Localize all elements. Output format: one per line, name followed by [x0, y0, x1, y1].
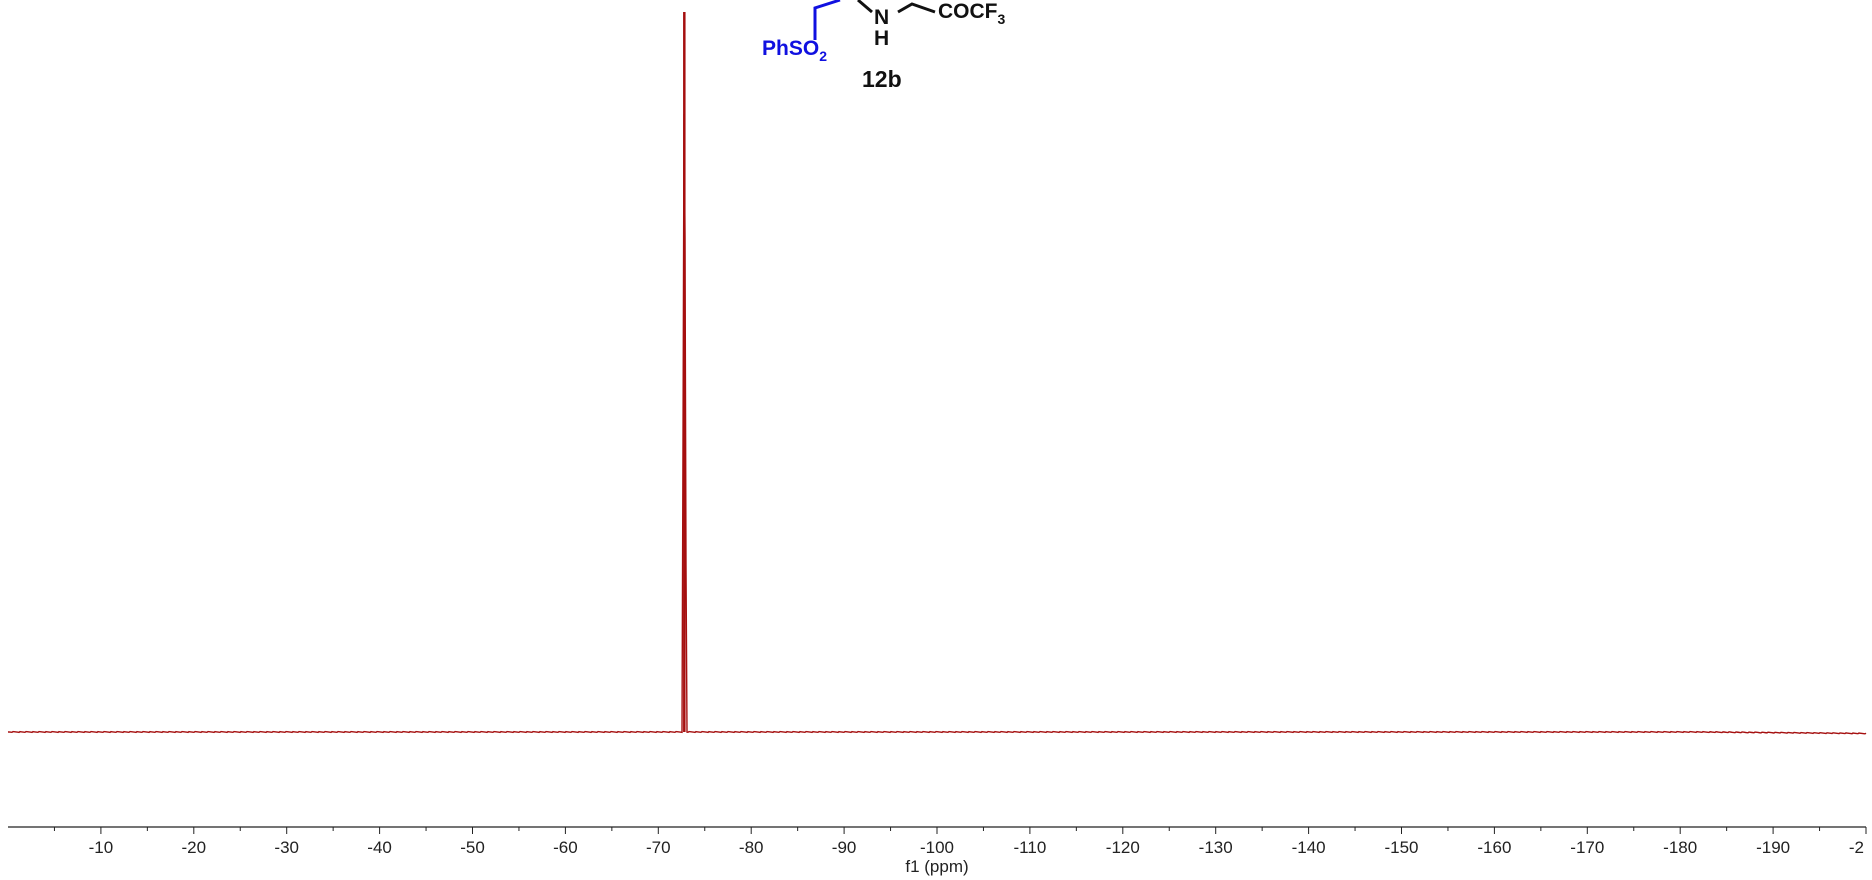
- x-tick-label: -190: [1756, 838, 1790, 857]
- x-tick-label: -30: [274, 838, 299, 857]
- x-tick-label: -20: [182, 838, 207, 857]
- sulfonyl-chain-bond: [813, 0, 841, 40]
- x-tick-label: -70: [646, 838, 671, 857]
- x-tick-label: -120: [1106, 838, 1140, 857]
- amine-n-label: N: [874, 6, 889, 29]
- acyl-label: COCF3: [938, 0, 1006, 27]
- amine-bond-right: [897, 2, 936, 14]
- chemical-structure: PhSO2 N H COCF3 12b: [762, 0, 1006, 92]
- x-axis: -10 -20 -30 -40 -50 -60 -70 -80 -90 -100 -110 -120 -…: [8, 826, 1867, 876]
- x-tick-label: -60: [553, 838, 578, 857]
- x-tick-label: -130: [1199, 838, 1233, 857]
- x-tick-label: -110: [1014, 838, 1047, 857]
- x-tick-label: -150: [1384, 838, 1418, 857]
- x-tick-label: -100: [920, 838, 954, 857]
- x-tick-label: -90: [832, 838, 857, 857]
- spectrum-trace: [7, 114, 1867, 735]
- x-tick-label: -140: [1292, 838, 1326, 857]
- x-tick-label: -2: [1849, 838, 1864, 857]
- substituent-label: PhSO2: [762, 37, 827, 64]
- x-tick-labels: -10 -20 -30 -40 -50 -60 -70 -80 -90 -100 -110 -120 -…: [89, 838, 1864, 857]
- x-tick-label: -180: [1663, 838, 1697, 857]
- x-tick-label: -170: [1570, 838, 1604, 857]
- amine-h-label: H: [874, 27, 889, 50]
- compound-label: 12b: [862, 66, 902, 92]
- x-ticks: [53, 827, 1867, 834]
- x-axis-title: f1 (ppm): [905, 857, 968, 876]
- x-tick-label: -160: [1477, 838, 1511, 857]
- x-tick-label: -80: [739, 838, 764, 857]
- amine-bond-left: [857, 0, 873, 14]
- x-tick-label: -50: [460, 838, 485, 857]
- x-tick-label: -10: [89, 838, 114, 857]
- x-tick-label: -40: [367, 838, 392, 857]
